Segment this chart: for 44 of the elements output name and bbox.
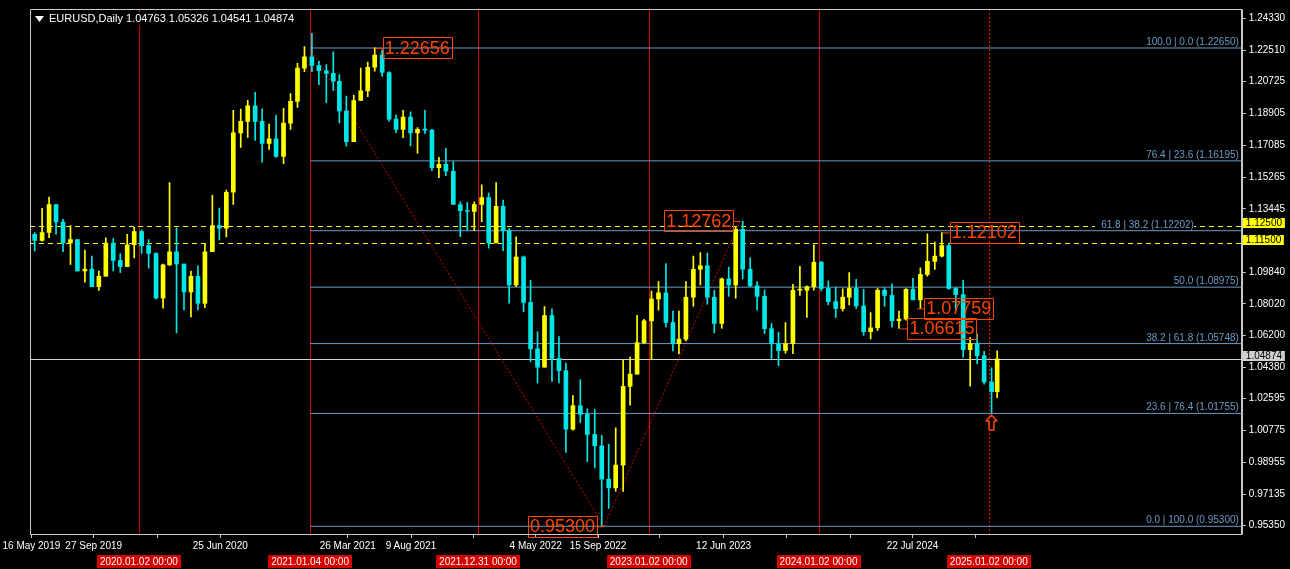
x-tick-label: 27 Sep 2019 [65,539,123,551]
y-tick-label: 0.95350 [1248,519,1286,531]
series-label: 0.0 | 100.0 (0.95300) [1146,514,1239,526]
x-tick-label: 4 May 2022 [509,539,563,551]
ref-line-label: 2021.12.31 00:00 [439,555,518,567]
y-tick-label: 1.13445 [1248,202,1286,214]
series-label: 61.8 | 38.2 (1.12202) [1101,218,1194,230]
x-tick-label: 15 Sep 2022 [569,539,627,551]
chart-title: EURUSD,Daily 1.04763 1.05326 1.04541 1.04874 [49,12,295,25]
series-label: 76.4 | 23.6 (1.16195) [1146,148,1239,160]
ref-line-label: 1.04874 [1245,350,1283,362]
annotation: 1.12762 [666,210,732,231]
series-label: 23.6 | 76.4 (1.01755) [1146,401,1239,413]
ref-line-label: 2020.01.02 00:00 [99,555,179,567]
annotation: 1.22656 [384,37,450,58]
y-tick-label: 1.20725 [1248,75,1286,87]
y-tick-label: 1.24330 [1248,12,1286,24]
y-tick-label: 0.97135 [1248,487,1286,499]
y-tick-label: 0.98955 [1248,456,1286,468]
series-label: 38.2 | 61.8 (1.05748) [1146,331,1239,343]
y-tick-label: 1.04380 [1248,361,1286,373]
x-tick-label: 9 Aug 2021 [385,539,437,551]
y-tick-label: 1.18905 [1248,107,1286,119]
ref-line-label: 1.11500 [1245,234,1282,246]
ref-line-label: 2024.01.02 00:00 [779,555,858,567]
y-tick-label: 1.02595 [1248,392,1286,404]
x-tick-label: 22 Jul 2024 [886,539,939,551]
ref-line-label: 2025.01.02 00:00 [949,555,1029,567]
y-tick-label: 1.08020 [1248,297,1286,309]
y-tick-label: 1.22510 [1248,44,1286,56]
y-tick-label: 1.00775 [1248,424,1286,436]
series-label: 50.0 (1.08975) [1173,275,1239,287]
y-tick-label: 1.06200 [1248,329,1286,341]
x-tick-label: 25 Jun 2020 [192,539,249,551]
ref-line-label: 2023.01.02 00:00 [609,555,689,567]
series-label: 100.0 | 0.0 (1.22650) [1146,36,1239,47]
y-tick-label: 1.15265 [1248,170,1286,182]
x-tick-label: 16 May 2019 [2,539,61,551]
ref-line-label: 2021.01.04 00:00 [271,555,350,567]
x-tick-label: 26 Mar 2021 [319,539,377,551]
x-tick-label: 12 Jun 2023 [696,539,752,551]
y-tick-label: 1.17085 [1248,139,1286,151]
y-tick-label: 1.09840 [1248,265,1286,277]
ref-line-label: 1.12500 [1245,217,1283,229]
